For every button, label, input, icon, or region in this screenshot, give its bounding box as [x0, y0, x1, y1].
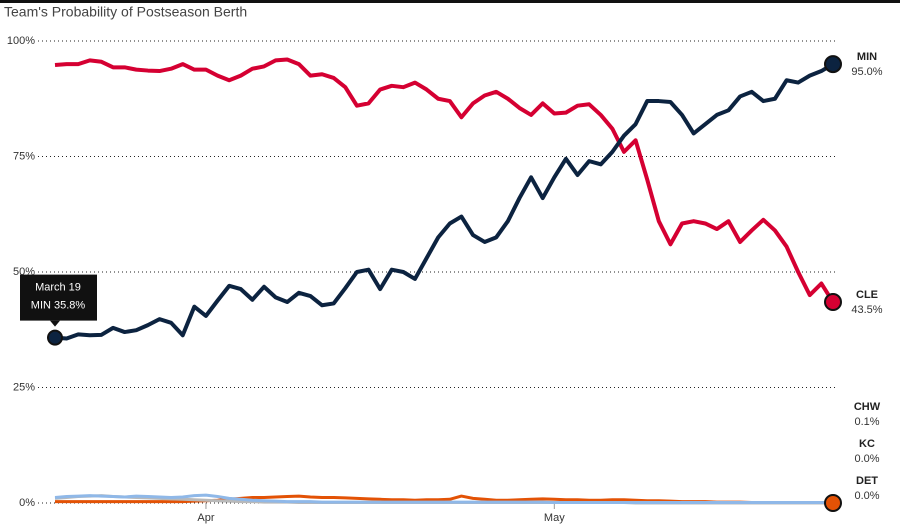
- y-tick-label: 0%: [19, 497, 35, 509]
- series-line: [54, 62, 835, 341]
- legend-value: 0.0%: [854, 453, 879, 465]
- y-tick-label: 25%: [13, 381, 35, 393]
- x-tick-label: May: [544, 512, 565, 524]
- x-tick-label: Apr: [197, 512, 214, 524]
- legend-name: MIN: [857, 51, 877, 63]
- legend-value: 95.0%: [851, 66, 882, 78]
- legend-name: CLE: [856, 289, 878, 301]
- legend-value: 43.5%: [851, 304, 882, 316]
- series-line: [54, 493, 833, 505]
- legend-name: DET: [856, 475, 878, 487]
- end-marker: [824, 55, 842, 74]
- tooltip-text: MIN 35.8%: [31, 300, 86, 312]
- legend-value: 0.1%: [854, 416, 879, 428]
- end-marker: [824, 494, 842, 512]
- y-tick-label: 100%: [7, 35, 35, 47]
- chart-title: Team's Probability of Postseason Berth: [4, 4, 247, 20]
- top-bar: [0, 0, 900, 3]
- tooltip: March 19 MIN 35.8%: [20, 274, 97, 327]
- tooltip-box: [20, 274, 97, 321]
- hover-marker: [47, 329, 63, 346]
- series-line: [54, 57, 835, 304]
- legend-name: KC: [859, 438, 875, 450]
- legend-value: 0.0%: [854, 490, 879, 502]
- y-tick-label: 75%: [13, 150, 35, 162]
- legend-name: CHW: [854, 401, 881, 413]
- tooltip-title: March 19: [35, 282, 81, 294]
- tooltip-arrow: [50, 320, 60, 327]
- end-marker: [824, 293, 842, 312]
